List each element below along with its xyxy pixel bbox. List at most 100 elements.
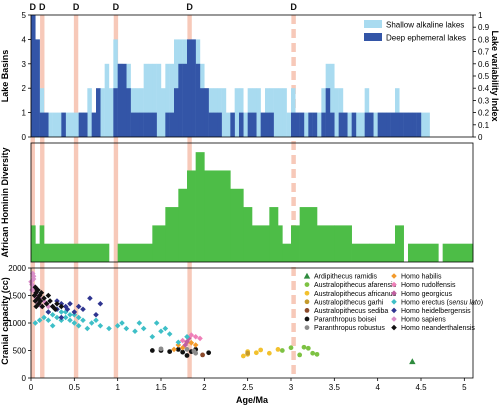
diversity-bar bbox=[269, 207, 279, 262]
point-homo-heidelbergensis bbox=[93, 311, 99, 318]
point-homo-rudolfensis bbox=[197, 335, 203, 342]
legend-marker bbox=[391, 281, 397, 288]
deep-lake-bar bbox=[260, 112, 266, 137]
deep-lake-bar bbox=[247, 112, 253, 137]
legend-label: Homo heidelbergensis bbox=[401, 308, 471, 315]
deep-lake-bar bbox=[265, 112, 270, 137]
point-ardipithecus-ramidis bbox=[409, 358, 416, 365]
deep-lake-bar bbox=[31, 15, 36, 137]
deep-lake-bar bbox=[195, 63, 201, 137]
deep-lake-bar bbox=[416, 112, 422, 137]
deep-lake-bar bbox=[130, 112, 136, 137]
event-label: D bbox=[186, 2, 193, 12]
y-tick-label: 500 bbox=[13, 347, 27, 356]
legend-marker bbox=[391, 290, 397, 296]
shallow-lake-bar bbox=[278, 88, 283, 137]
event-band bbox=[113, 15, 119, 378]
diversity-bar bbox=[369, 243, 396, 262]
shallow-lake-bar bbox=[100, 88, 105, 137]
deep-lake-bar bbox=[377, 112, 383, 137]
legend-label: Homo rudolfensis bbox=[401, 282, 456, 289]
point-homo-erectus-sensu-lato bbox=[84, 325, 91, 332]
diversity-bar bbox=[282, 243, 292, 262]
shallow-lake-bar bbox=[334, 88, 339, 137]
shallow-lake-bar bbox=[425, 112, 430, 137]
legend-marker bbox=[391, 316, 397, 322]
point-homo-erectus-sensu-lato bbox=[93, 317, 99, 324]
legend-label: Australopithecus garhi bbox=[314, 299, 384, 306]
x-tick-label: 4.5 bbox=[415, 383, 427, 392]
deep-lake-bar bbox=[369, 112, 374, 137]
deep-lake-bar bbox=[39, 112, 45, 137]
shallow-lake-bar bbox=[48, 112, 53, 137]
point-homo-erectus-sensu-lato bbox=[184, 333, 190, 340]
shallow-lake-bar bbox=[273, 88, 279, 137]
shallow-lake-bar bbox=[317, 112, 322, 137]
shallow-lake-bar bbox=[52, 112, 58, 137]
point-homo-neanderthalensis bbox=[54, 300, 60, 307]
shallow-lake-bar bbox=[143, 63, 149, 137]
legend-label: Australopithecus sediba bbox=[314, 308, 388, 315]
point-homo-erectus-sensu-lato bbox=[49, 322, 56, 329]
legend-marker bbox=[303, 272, 311, 279]
shallow-lake-bar bbox=[256, 88, 261, 137]
point-homo-erectus-sensu-lato bbox=[106, 325, 112, 332]
y-tick-label: 0 bbox=[22, 374, 27, 383]
diversity-bar bbox=[204, 170, 231, 262]
point-australopithecus-afarensis bbox=[297, 352, 303, 358]
legend-label: Ardipithecus ramidis bbox=[314, 274, 378, 281]
diversity-bar bbox=[44, 243, 110, 262]
point-homo-neanderthalensis bbox=[52, 306, 59, 313]
x-tick-label: 3.5 bbox=[329, 383, 341, 392]
point-homo-heidelbergensis bbox=[71, 309, 78, 315]
legend-marker bbox=[391, 307, 397, 314]
point-homo-heidelbergensis bbox=[45, 309, 52, 315]
deep-lake-bar bbox=[403, 112, 409, 137]
event-label: D bbox=[29, 2, 36, 12]
point-australopithecus-afarensis bbox=[314, 351, 320, 357]
point-paranthropus-robustus bbox=[191, 348, 197, 354]
diversity-bar bbox=[395, 225, 404, 262]
point-homo-neanderthalensis bbox=[35, 295, 41, 302]
legend-label: Shallow alkaline lakes bbox=[386, 21, 464, 30]
point-homo-erectus-sensu-lato bbox=[75, 314, 82, 321]
point-homo-erectus-sensu-lato bbox=[166, 331, 173, 337]
point-homo-heidelbergensis bbox=[67, 300, 73, 307]
deep-lake-bar bbox=[386, 112, 391, 137]
point-homo-heidelbergensis bbox=[97, 300, 104, 307]
point-australopithecus-sediba bbox=[200, 352, 205, 358]
deep-lake-bar bbox=[78, 112, 84, 137]
deep-lake-bar bbox=[182, 63, 188, 137]
shallow-lake-bar bbox=[161, 88, 166, 137]
deep-lake-bar bbox=[364, 112, 370, 137]
point-homo-neanderthalensis bbox=[38, 289, 45, 296]
event-band bbox=[73, 15, 79, 378]
event-label: D bbox=[39, 2, 46, 12]
point-australopithecus-africanus bbox=[266, 350, 272, 356]
point-homo-erectus-sensu-lato bbox=[45, 317, 52, 324]
y-tick-label: 2 bbox=[22, 84, 27, 93]
legend-marker bbox=[391, 324, 397, 331]
point-homo-rudolfensis bbox=[192, 333, 199, 340]
deep-lake-bar bbox=[338, 112, 344, 137]
point-homo-neanderthalensis bbox=[45, 292, 52, 299]
y2-tick-label: 0.6 bbox=[478, 60, 490, 69]
event-label: D bbox=[73, 2, 80, 12]
shallow-lake-bar bbox=[234, 88, 240, 137]
point-australopithecus-afarensis bbox=[279, 348, 285, 353]
point-homo-erectus-sensu-lato bbox=[62, 314, 69, 321]
deep-lake-bar bbox=[343, 112, 348, 137]
legend-label: Deep ephemeral lakes bbox=[386, 34, 466, 43]
deep-lake-bar bbox=[126, 88, 131, 137]
legend-label: Australopithecus africanus bbox=[314, 291, 397, 298]
y2-tick-label: 0.3 bbox=[478, 96, 490, 105]
point-homo-erectus-sensu-lato bbox=[123, 325, 130, 332]
deep-lake-bar bbox=[390, 112, 396, 137]
deep-lake-bar bbox=[399, 112, 404, 137]
legend-marker bbox=[304, 290, 310, 296]
deep-lake-bar bbox=[117, 63, 123, 137]
y-tick-label: 1 bbox=[22, 109, 27, 118]
legend-marker bbox=[304, 316, 310, 322]
point-australopithecus-africanus bbox=[275, 347, 281, 352]
deep-lake-bar bbox=[325, 88, 331, 137]
